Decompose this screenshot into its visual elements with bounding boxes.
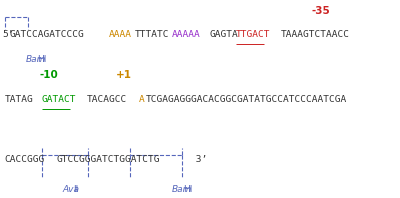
Text: 5’: 5’	[2, 30, 14, 39]
Text: HI: HI	[183, 185, 192, 194]
Text: Bam: Bam	[26, 55, 46, 64]
Text: Bam: Bam	[172, 185, 192, 194]
Text: CACCGGG: CACCGGG	[5, 155, 45, 164]
Text: GATACT: GATACT	[42, 94, 76, 104]
Text: -35: -35	[312, 6, 331, 16]
Text: -10: -10	[39, 70, 58, 80]
Text: TACAGCC: TACAGCC	[86, 94, 127, 104]
Text: TTGACT: TTGACT	[236, 30, 270, 39]
Text: TTTATC: TTTATC	[135, 30, 169, 39]
Text: TAAAGTCTAACC: TAAAGTCTAACC	[281, 30, 350, 39]
Text: A: A	[138, 94, 144, 104]
Text: +1: +1	[116, 70, 132, 80]
Text: TCGAGAGGGACACGGCGATATGCCATCCCAATCGA: TCGAGAGGGACACGGCGATATGCCATCCCAATCGA	[146, 94, 347, 104]
Text: GAGTA: GAGTA	[209, 30, 238, 39]
Text: GATCCAGATCCCG: GATCCAGATCCCG	[10, 30, 85, 39]
Text: Ava: Ava	[62, 185, 79, 194]
Text: GTCCGGGATCTGGATCTG: GTCCGGGATCTGGATCTG	[57, 155, 160, 164]
Text: AAAAA: AAAAA	[172, 30, 201, 39]
Text: HI: HI	[37, 55, 46, 64]
Text: TATAG: TATAG	[5, 94, 34, 104]
Text: AAAA: AAAA	[108, 30, 131, 39]
Text: II: II	[73, 185, 78, 194]
Text: 3’: 3’	[190, 155, 207, 164]
